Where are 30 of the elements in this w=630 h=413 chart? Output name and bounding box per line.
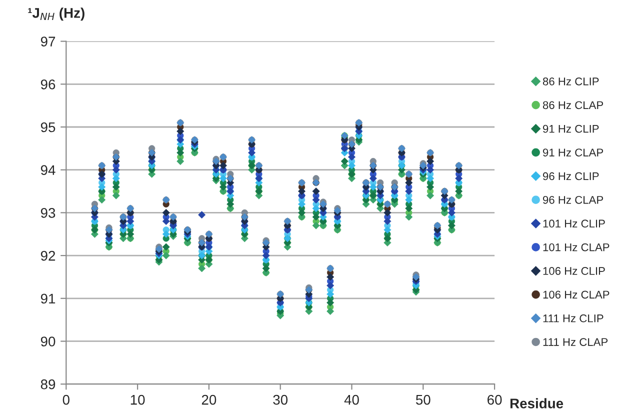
x-tick-label: 40 <box>344 394 359 405</box>
y-tick-label: 90 <box>40 336 56 346</box>
x-tick-label: 0 <box>62 394 70 405</box>
y-tick-label: 93 <box>40 208 56 218</box>
x-tick-label: 30 <box>273 394 288 405</box>
y-tick-label: 91 <box>40 294 56 304</box>
x-tick-label: 20 <box>202 394 216 405</box>
legend-label: 111 Hz CLAP <box>543 338 608 346</box>
legend-label: 96 Hz CLAP <box>542 196 604 204</box>
y-tick-label: 96 <box>40 79 56 90</box>
y-tick-label: 92 <box>40 250 56 261</box>
x-tick-label: 50 <box>416 394 430 405</box>
y-tick-label: 97 <box>40 36 56 46</box>
legend-label: 91 Hz CLAP <box>542 148 604 156</box>
legend-label: 86 Hz CLAP <box>542 101 604 110</box>
legend-label: 86 Hz CLIP <box>542 78 599 86</box>
legend-label: 101 Hz CLIP <box>543 220 605 228</box>
x-axis-title: Residue <box>510 398 564 408</box>
legend-label: 101 Hz CLAP <box>543 243 610 252</box>
legend-label: 106 Hz CLAP <box>543 290 610 299</box>
legend-label: 111 Hz CLIP <box>543 314 604 322</box>
y-tick-label: 94 <box>40 165 56 176</box>
x-tick-label: 10 <box>130 394 145 405</box>
legend-label: 96 Hz CLIP <box>542 172 599 180</box>
x-tick-label: 60 <box>488 394 502 405</box>
y-axis-title: ¹J$_{NH}$ (Hz) <box>28 8 84 21</box>
y-tick-label: 95 <box>40 122 56 132</box>
y-tick-label: 89 <box>40 379 56 390</box>
legend-label: 106 Hz CLIP <box>543 267 605 275</box>
legend-label: 91 Hz CLIP <box>542 124 599 133</box>
